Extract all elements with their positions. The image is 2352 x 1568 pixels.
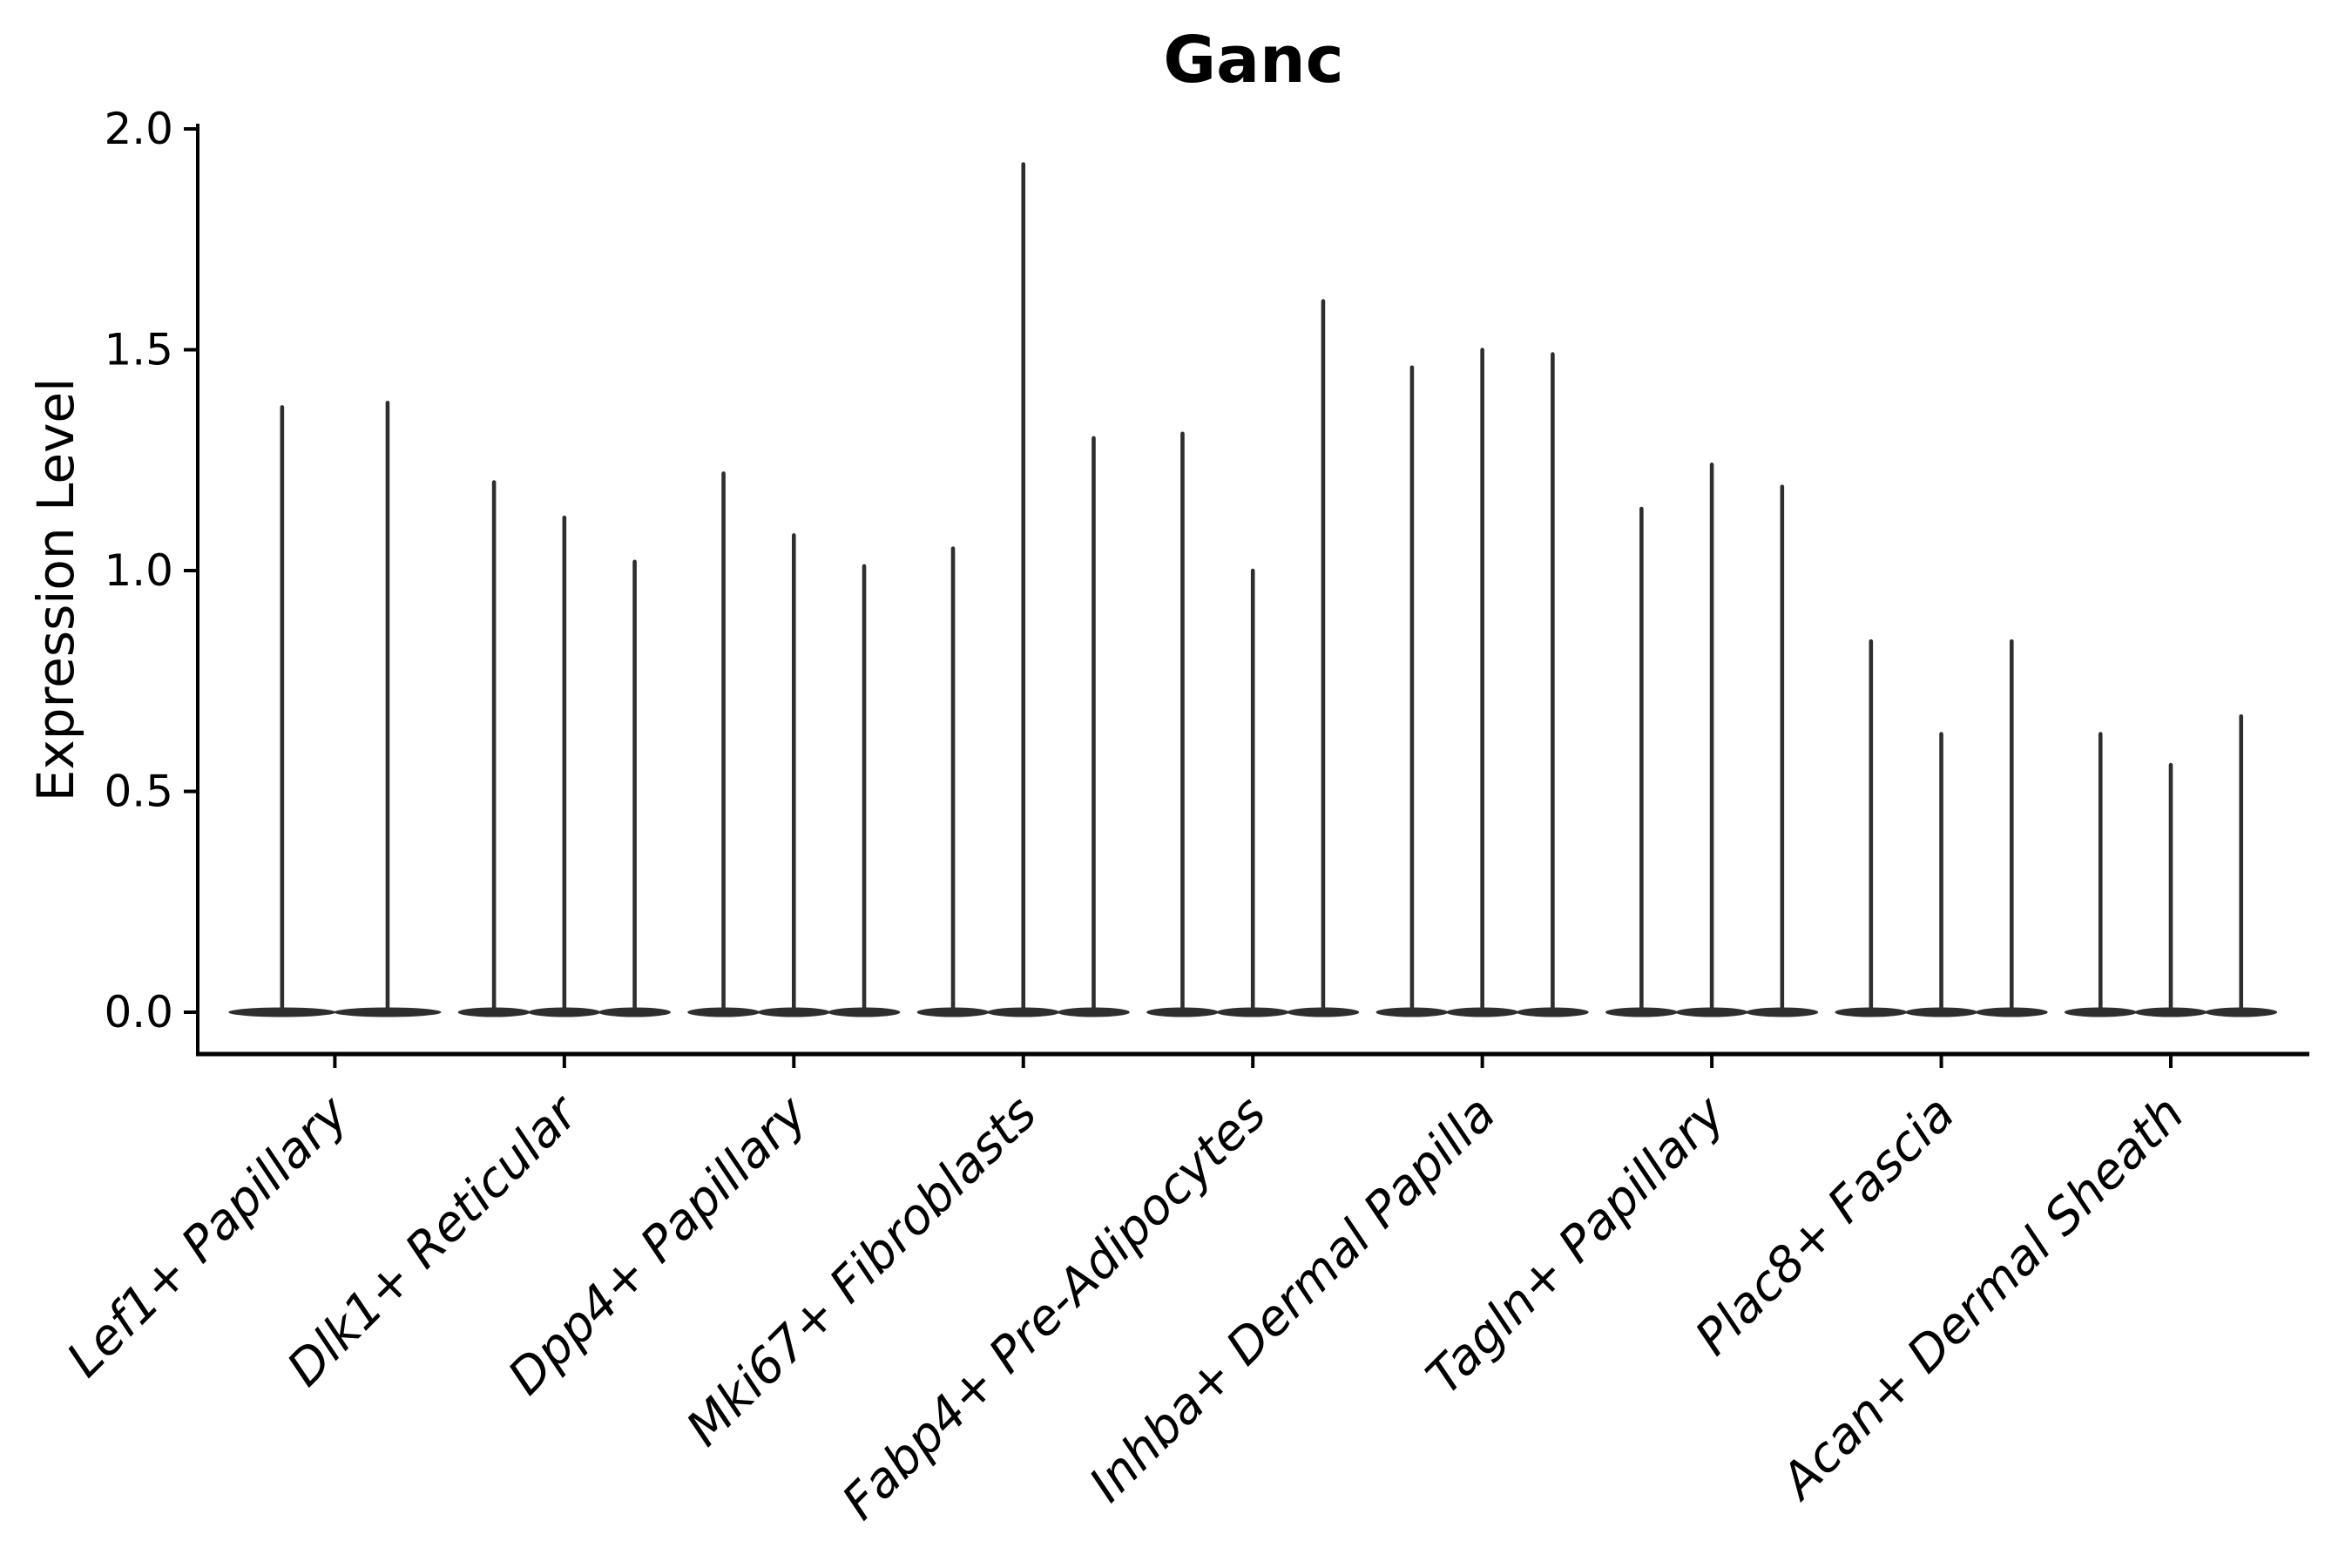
x-category-label: Fabp4+ Pre-Adipocytes	[832, 1085, 1277, 1531]
y-tick-label: 1.0	[104, 545, 173, 596]
y-tick-label: 2.0	[104, 104, 173, 154]
y-tick-label: 0.5	[104, 767, 173, 817]
y-axis-label: Expression Level	[26, 377, 85, 802]
chart-title: Ganc	[1163, 23, 1344, 98]
y-tick-label: 1.5	[104, 325, 173, 375]
x-category-label: Inhba+ Dermal Papilla	[1078, 1085, 1506, 1513]
x-category-label: Acan+ Dermal Sheath	[1769, 1085, 2195, 1511]
y-tick-label: 0.0	[104, 987, 173, 1037]
